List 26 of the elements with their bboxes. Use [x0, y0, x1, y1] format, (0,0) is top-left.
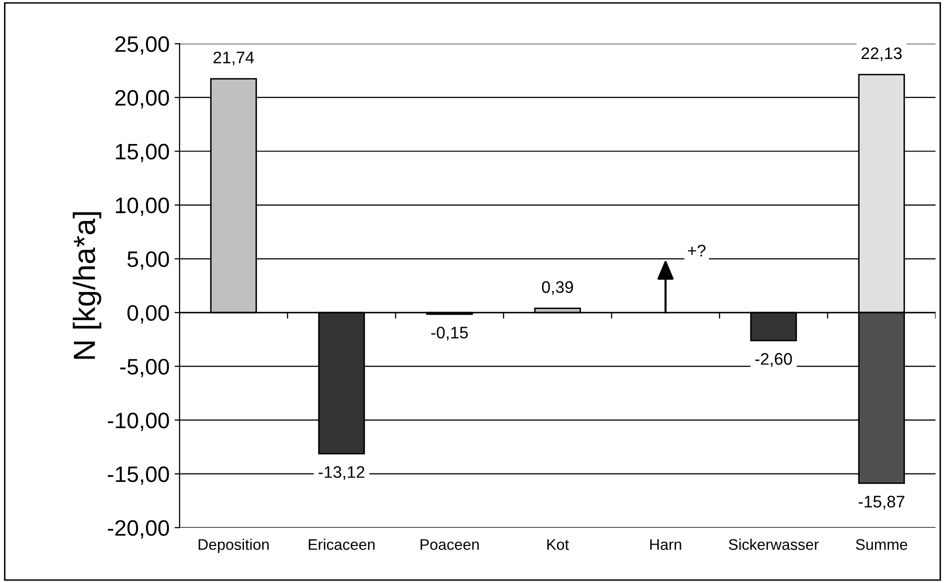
x-tick-label: Ericaceen: [308, 538, 375, 550]
data-label: 21,74: [214, 52, 254, 66]
annotation: +?: [688, 244, 706, 256]
x-tick-label: Sickerwasser: [728, 538, 819, 550]
y-tick-label: -15,00: [108, 466, 169, 485]
data-label: -13,12: [318, 466, 364, 480]
y-tick-label: -5,00: [120, 358, 169, 378]
data-label: -0,15: [431, 326, 468, 340]
y-tick-label: 10,00: [116, 198, 169, 216]
x-tick-label: Kot: [547, 539, 569, 550]
data-label: -2,60: [755, 353, 792, 367]
x-tick-label: Summe: [856, 539, 908, 550]
y-tick-label: 0,00: [127, 305, 169, 324]
y-tick-label: 15,00: [116, 144, 169, 162]
y-tick-label: 25,00: [115, 36, 169, 55]
x-tick-label: Deposition: [198, 538, 269, 553]
data-label: 22,13: [862, 47, 902, 62]
y-axis-title: N [kg/ha*a]: [72, 212, 102, 359]
data-label: -15,87: [858, 496, 904, 510]
x-tick-label: Poaceen: [420, 539, 479, 550]
y-tick-label: 5,00: [127, 251, 169, 270]
y-tick-label: -10,00: [108, 412, 169, 431]
data-label: 0,39: [542, 281, 573, 295]
y-tick-label: 20,00: [115, 90, 169, 108]
y-tick-label: -20,00: [108, 520, 169, 539]
x-tick-label: Harn: [650, 539, 682, 550]
